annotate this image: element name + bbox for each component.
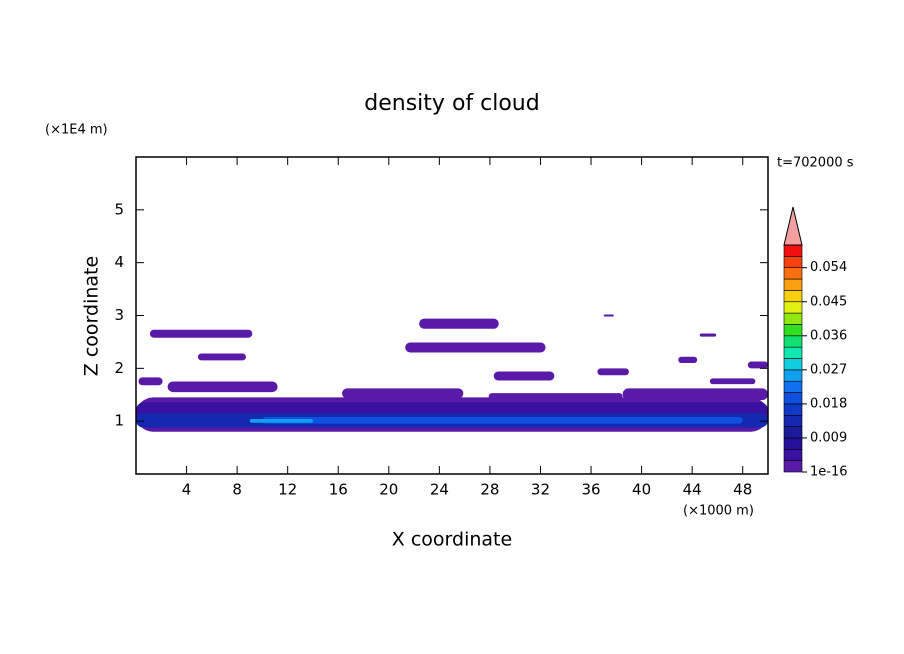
- colorbar-extend: [783, 206, 803, 246]
- colorbar-band: [783, 256, 803, 269]
- x-tick-label: 44: [683, 481, 702, 499]
- colorbar-tick-label: 0.045: [810, 294, 847, 309]
- y-axis-label: Z coordinate: [81, 256, 103, 376]
- colorbar-tick-label: 0.018: [810, 396, 847, 411]
- colorbar-band: [783, 301, 803, 314]
- x-tick-label: 20: [379, 481, 398, 499]
- contour-patch: [597, 368, 629, 376]
- contour-patch: [622, 388, 768, 401]
- colorbar-band: [783, 346, 803, 359]
- colorbar-band: [783, 448, 803, 461]
- contour-patch: [138, 377, 163, 386]
- colorbar-band: [783, 414, 803, 427]
- colorbar-band: [783, 392, 803, 405]
- colorbar-band: [783, 267, 803, 280]
- colorbar-band: [783, 312, 803, 325]
- contour-patch: [149, 329, 253, 338]
- x-tick-label: 32: [531, 481, 550, 499]
- contour-patch: [603, 314, 614, 317]
- contour-patch: [488, 393, 623, 401]
- colorbar-band: [783, 437, 803, 450]
- y-tick-label: 5: [114, 200, 124, 218]
- colorbar-band: [783, 380, 803, 393]
- x-tick-label: 36: [581, 481, 600, 499]
- contour-patch: [699, 333, 717, 337]
- contour-patch: [709, 378, 756, 385]
- colorbar-band: [783, 244, 803, 257]
- colorbar-band: [783, 369, 803, 382]
- x-tick-label: 24: [430, 481, 449, 499]
- colorbar-band: [783, 290, 803, 303]
- x-tick-label: 48: [733, 481, 752, 499]
- chart-title: density of cloud: [364, 91, 539, 116]
- colorbar-tick-label: 0.009: [810, 430, 847, 445]
- colorbar-band: [783, 358, 803, 371]
- y-tick-label: 1: [114, 412, 124, 430]
- x-unit: (×1000 m): [683, 504, 754, 519]
- y-tick-label: 3: [114, 306, 124, 324]
- colorbar-tick-label: 0.054: [810, 260, 847, 275]
- y-tick-label: 4: [114, 253, 124, 271]
- x-tick-label: 40: [632, 481, 651, 499]
- y-tick-label: 2: [114, 359, 124, 377]
- time-label: t=702000 s: [777, 156, 854, 171]
- contour-patch: [493, 371, 555, 381]
- colorbar-band: [783, 426, 803, 439]
- contour-patch: [197, 353, 246, 361]
- x-tick-label: 28: [480, 481, 499, 499]
- contour-patch: [262, 416, 743, 424]
- x-tick-label: 4: [182, 481, 192, 499]
- x-tick-label: 16: [329, 481, 348, 499]
- y-unit: (×1E4 m): [45, 123, 108, 138]
- contour-patch: [342, 388, 464, 399]
- colorbar-band: [783, 324, 803, 337]
- colorbar-tick-label: 0.036: [810, 328, 847, 343]
- colorbar-tick-label: 0.027: [810, 362, 847, 377]
- colorbar-band: [783, 335, 803, 348]
- x-axis-label: X coordinate: [392, 529, 512, 551]
- contour-patch: [747, 361, 768, 369]
- contour-patch: [419, 318, 499, 329]
- colorbar-band: [783, 278, 803, 291]
- colorbar-tick-label: 1e-16: [810, 465, 848, 480]
- colorbar-band: [783, 403, 803, 416]
- contour-patch: [405, 342, 546, 353]
- contour-patch: [167, 381, 278, 393]
- x-tick-label: 8: [232, 481, 242, 499]
- x-tick-label: 12: [278, 481, 297, 499]
- colorbar-band: [783, 460, 803, 473]
- contour-patch: [249, 419, 313, 423]
- contour-patch: [678, 356, 698, 364]
